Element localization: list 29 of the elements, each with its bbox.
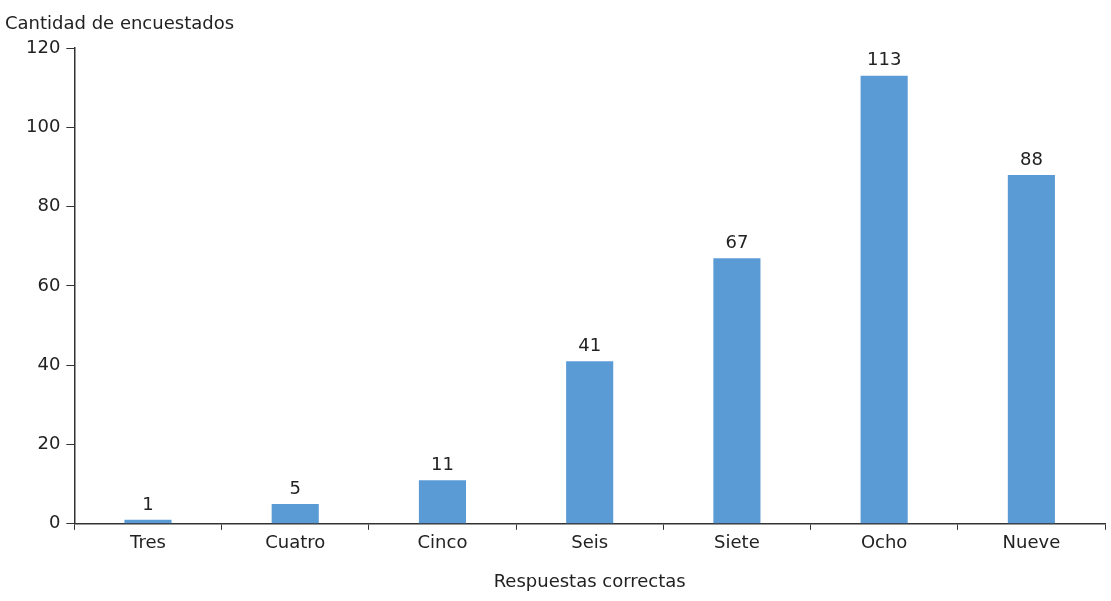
data-label: 1 [142, 492, 154, 514]
bar [713, 258, 761, 524]
data-label: 41 [578, 333, 602, 355]
bar [860, 75, 908, 524]
x-tick-label: Siete [714, 531, 760, 553]
x-tick-label: Ocho [860, 531, 908, 553]
y-tick-label: 60 [37, 273, 61, 295]
data-label: 113 [866, 48, 902, 70]
data-label: 5 [289, 476, 301, 498]
data-label: 11 [430, 452, 454, 474]
y-tick-label: 120 [26, 35, 61, 57]
x-tick-label: Nueve [1002, 531, 1061, 553]
data-label: 67 [725, 230, 749, 252]
y-axis-title: Cantidad de encuestados [5, 11, 235, 33]
x-tick-label: Cuatro [265, 531, 326, 553]
x-tick-label: Cinco [417, 531, 468, 553]
bar [566, 361, 614, 524]
bar [271, 503, 319, 524]
x-tick-label: Tres [129, 531, 166, 553]
y-tick-label: 0 [48, 511, 61, 533]
bar [1007, 174, 1055, 524]
x-axis-title: Respuestas correctas [493, 569, 686, 591]
x-tick-label: Seis [571, 531, 609, 553]
y-tick-label: 80 [37, 194, 61, 216]
bar [418, 480, 466, 524]
y-tick-label: 20 [37, 432, 61, 454]
y-tick-label: 40 [37, 352, 61, 374]
y-tick-label: 100 [26, 114, 61, 136]
data-label: 88 [1019, 147, 1043, 169]
